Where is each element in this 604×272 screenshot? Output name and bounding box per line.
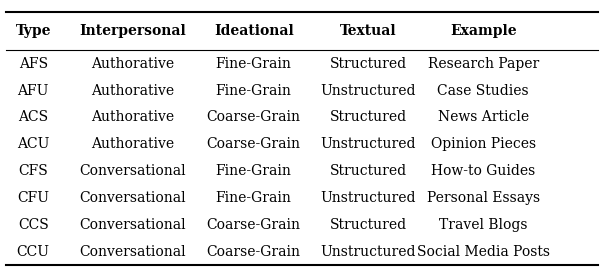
Text: AFU: AFU [18, 84, 49, 98]
Text: AFS: AFS [19, 57, 48, 71]
Text: Unstructured: Unstructured [321, 137, 416, 151]
Text: CCS: CCS [18, 218, 48, 232]
Text: Textual: Textual [340, 24, 397, 38]
Text: Unstructured: Unstructured [321, 84, 416, 98]
Text: Research Paper: Research Paper [428, 57, 539, 71]
Text: Personal Essays: Personal Essays [426, 191, 540, 205]
Text: News Article: News Article [438, 110, 528, 125]
Text: Type: Type [16, 24, 51, 38]
Text: Structured: Structured [330, 110, 407, 125]
Text: Conversational: Conversational [80, 218, 186, 232]
Text: Authorative: Authorative [91, 137, 175, 151]
Text: Structured: Structured [330, 57, 407, 71]
Text: Conversational: Conversational [80, 245, 186, 259]
Text: Unstructured: Unstructured [321, 191, 416, 205]
Text: Social Media Posts: Social Media Posts [417, 245, 550, 259]
Text: Conversational: Conversational [80, 164, 186, 178]
Text: Fine-Grain: Fine-Grain [216, 191, 292, 205]
Text: Coarse-Grain: Coarse-Grain [207, 245, 301, 259]
Text: Unstructured: Unstructured [321, 245, 416, 259]
Text: Travel Blogs: Travel Blogs [439, 218, 527, 232]
Text: Ideational: Ideational [214, 24, 294, 38]
Text: Example: Example [450, 24, 516, 38]
Text: Authorative: Authorative [91, 84, 175, 98]
Text: Authorative: Authorative [91, 57, 175, 71]
Text: Fine-Grain: Fine-Grain [216, 164, 292, 178]
Text: ACS: ACS [18, 110, 48, 125]
Text: Authorative: Authorative [91, 110, 175, 125]
Text: Coarse-Grain: Coarse-Grain [207, 218, 301, 232]
Text: Coarse-Grain: Coarse-Grain [207, 110, 301, 125]
Text: CFS: CFS [18, 164, 48, 178]
Text: CCU: CCU [17, 245, 50, 259]
Text: Case Studies: Case Studies [437, 84, 529, 98]
Text: How-to Guides: How-to Guides [431, 164, 535, 178]
Text: Opinion Pieces: Opinion Pieces [431, 137, 536, 151]
Text: Interpersonal: Interpersonal [80, 24, 186, 38]
Text: Fine-Grain: Fine-Grain [216, 57, 292, 71]
Text: Conversational: Conversational [80, 191, 186, 205]
Text: CFU: CFU [18, 191, 49, 205]
Text: Coarse-Grain: Coarse-Grain [207, 137, 301, 151]
Text: Structured: Structured [330, 164, 407, 178]
Text: Structured: Structured [330, 218, 407, 232]
Text: ACU: ACU [17, 137, 50, 151]
Text: Fine-Grain: Fine-Grain [216, 84, 292, 98]
